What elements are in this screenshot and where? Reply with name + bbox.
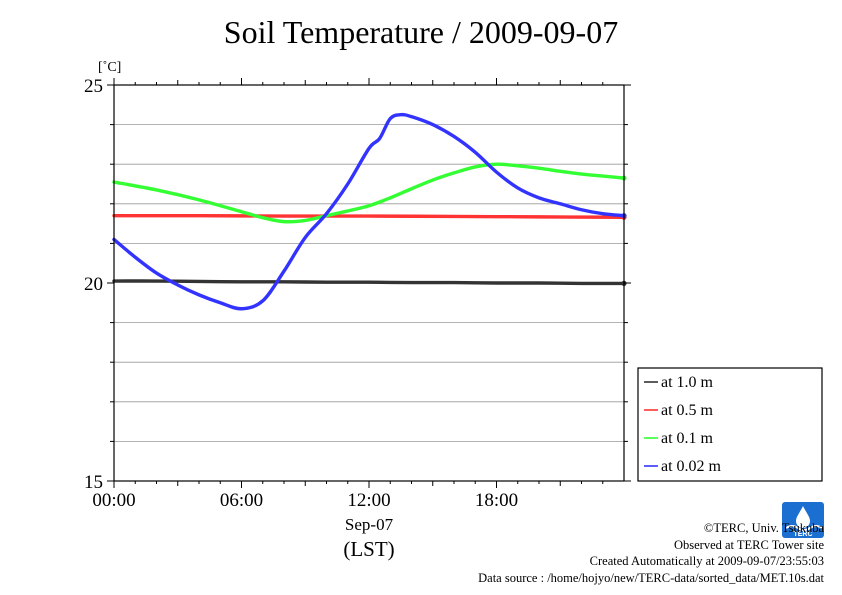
series-line-1 xyxy=(112,213,626,219)
legend-label-3: at 0.02 m xyxy=(661,458,722,475)
gridlines xyxy=(114,124,624,442)
legend: at 1.0 m at 0.5 m at 0.1 m at 0.02 m xyxy=(637,367,823,482)
x-axis-date-label: Sep-07 xyxy=(345,515,394,534)
axis-ticks: 15 20 25 00:00 06:00 12:00 18:00 xyxy=(84,76,631,511)
y-axis-label: [˚C] xyxy=(98,60,121,75)
legend-label-0: at 1.0 m xyxy=(661,374,714,391)
x-tick-label: 18:00 xyxy=(475,490,518,511)
y-tick-label: 15 xyxy=(84,472,103,493)
x-tick-label: 06:00 xyxy=(220,490,263,511)
observation-site-text: Observed at TERC Tower site xyxy=(673,537,824,552)
terc-logo-icon: TERC xyxy=(782,502,824,538)
x-tick-label: 00:00 xyxy=(92,490,135,511)
series-line-2 xyxy=(112,162,626,224)
x-axis-zone-label: (LST) xyxy=(343,537,394,561)
series-line-3 xyxy=(112,112,626,311)
series-lines xyxy=(112,112,627,311)
credits-block: ©TERC, Univ. Tsukuba Observed at TERC To… xyxy=(478,520,824,586)
legend-label-1: at 0.5 m xyxy=(661,402,714,419)
created-timestamp-text: Created Automatically at 2009-09-07/23:5… xyxy=(589,554,824,568)
y-tick-label: 25 xyxy=(84,76,103,97)
data-source-text: Data source : /home/hojyo/new/TERC-data/… xyxy=(478,570,824,585)
logo-lettering: TERC xyxy=(793,531,812,538)
y-tick-label: 20 xyxy=(84,274,103,295)
x-tick-label: 12:00 xyxy=(347,490,390,511)
copyright-text: ©TERC, Univ. Tsukuba xyxy=(703,521,824,535)
series-line-0 xyxy=(112,279,626,286)
terc-logo: TERC xyxy=(782,502,824,538)
legend-box xyxy=(637,367,823,482)
legend-label-2: at 0.1 m xyxy=(661,430,714,447)
chart-title: Soil Temperature / 2009-09-07 xyxy=(223,14,619,50)
